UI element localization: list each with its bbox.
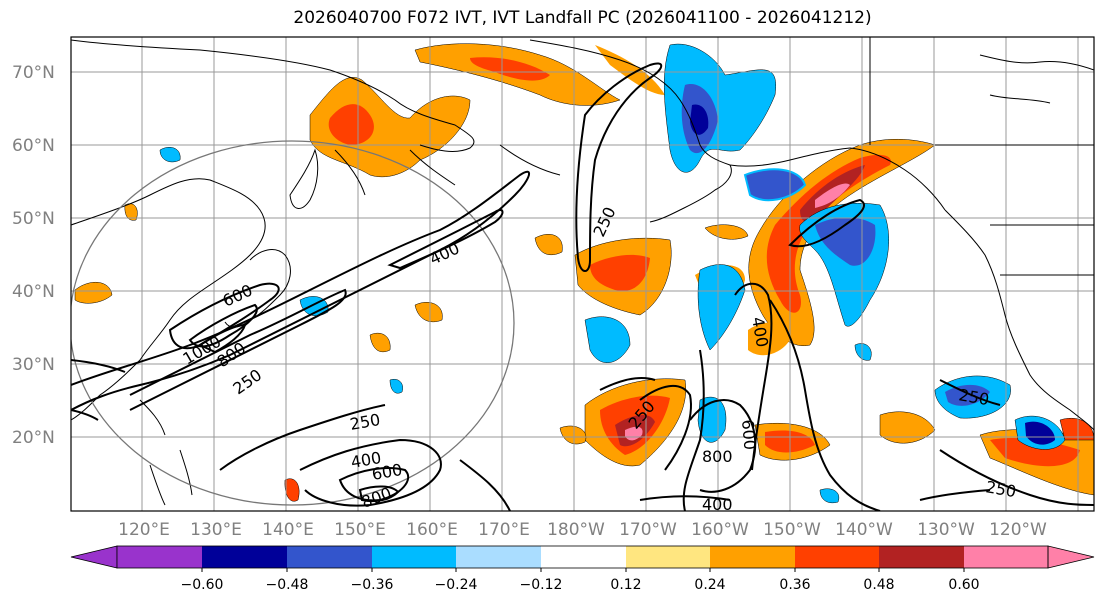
longitude-labels: 120°E 130°E 140°E 150°E 160°E 170°E 180°…	[118, 520, 1047, 540]
colorbar-segment	[117, 546, 202, 568]
anomaly-region	[854, 343, 872, 361]
colorbar: −0.60 −0.48 −0.36 −0.24 −0.12 0.12 0.24 …	[70, 545, 1095, 593]
map-frame	[70, 36, 1095, 512]
contour-label: 600	[738, 419, 760, 451]
lat-label: 40°N	[12, 282, 55, 302]
colorbar-segment	[710, 546, 795, 568]
anomaly-region	[584, 316, 631, 363]
anomaly-region	[819, 488, 840, 504]
anomaly-region	[815, 183, 850, 208]
lat-label: 50°N	[12, 209, 55, 229]
anomaly-region	[470, 57, 550, 81]
lon-label: 120°W	[989, 520, 1047, 540]
colorbar-tick-label: −0.24	[435, 577, 478, 593]
colorbar-tick-label: 0.12	[610, 577, 641, 593]
colorbar-segment	[287, 546, 372, 568]
colorbar-segment	[202, 546, 287, 568]
colorbar-tick-label: −0.60	[181, 577, 224, 593]
lon-label: 150°W	[763, 520, 821, 540]
lon-label: 160°W	[691, 520, 749, 540]
colorbar-tick-label: −0.12	[520, 577, 563, 593]
ivt-contours	[71, 62, 1094, 511]
anomaly-region	[815, 217, 876, 266]
anomaly-region	[389, 379, 403, 394]
anomaly-region	[879, 411, 936, 444]
lon-label: 180°W	[547, 520, 605, 540]
contour-label: 400	[702, 495, 733, 514]
lon-label: 150°E	[334, 520, 386, 540]
colorbar-tick-label: 0.36	[779, 577, 810, 593]
anomaly-region	[328, 104, 374, 145]
colorbar-tick-label: −0.36	[351, 577, 394, 593]
colorbar-extend-max	[1047, 545, 1095, 569]
lat-label: 20°N	[12, 428, 55, 448]
landfall-radius-circle	[71, 140, 515, 506]
anomaly-region	[534, 234, 563, 255]
colorbar-segment	[456, 546, 541, 568]
colorbar-segment	[626, 546, 710, 568]
anomaly-region	[159, 147, 181, 163]
lon-label: 170°E	[478, 520, 530, 540]
anomaly-region	[704, 224, 749, 240]
lat-label: 70°N	[12, 63, 55, 83]
colorbar-segment	[541, 546, 626, 568]
lon-label: 120°E	[118, 520, 170, 540]
lon-label: 160°E	[406, 520, 458, 540]
anomaly-region	[414, 302, 443, 323]
colorbar-tick-label: −0.48	[266, 577, 309, 593]
lat-label: 60°N	[12, 136, 55, 156]
lon-label: 140°W	[835, 520, 893, 540]
lon-label: 170°W	[619, 520, 677, 540]
colorbar-segment	[372, 546, 456, 568]
colorbar-tick-label: 0.24	[694, 577, 725, 593]
lon-label: 140°E	[262, 520, 314, 540]
anomaly-region	[945, 384, 990, 406]
anomaly-region	[697, 264, 746, 351]
lat-label: 30°N	[12, 355, 55, 375]
contour-label: 800	[702, 447, 733, 466]
anomaly-region	[1025, 421, 1055, 445]
anomaly-region	[74, 282, 113, 304]
colorbar-segment	[964, 546, 1048, 568]
map-title: 2026040700 F072 IVT, IVT Landfall PC (20…	[293, 8, 872, 28]
anomaly-region	[124, 203, 138, 221]
lon-label: 130°W	[917, 520, 975, 540]
colorbar-extend-min	[70, 545, 118, 569]
anomaly-region	[369, 332, 391, 353]
lon-label: 130°E	[190, 520, 242, 540]
anomaly-region	[748, 322, 790, 356]
colorbar-tick-label: 0.60	[948, 577, 979, 593]
colorbar-tick-label: 0.48	[863, 577, 894, 593]
latitude-labels: 70°N 60°N 50°N 40°N 30°N 20°N	[12, 63, 55, 448]
colorbar-segment	[795, 546, 879, 568]
anomaly-region	[590, 254, 650, 291]
anomaly-region	[690, 104, 709, 135]
colorbar-segment	[879, 546, 964, 568]
coastlines	[71, 37, 1094, 506]
